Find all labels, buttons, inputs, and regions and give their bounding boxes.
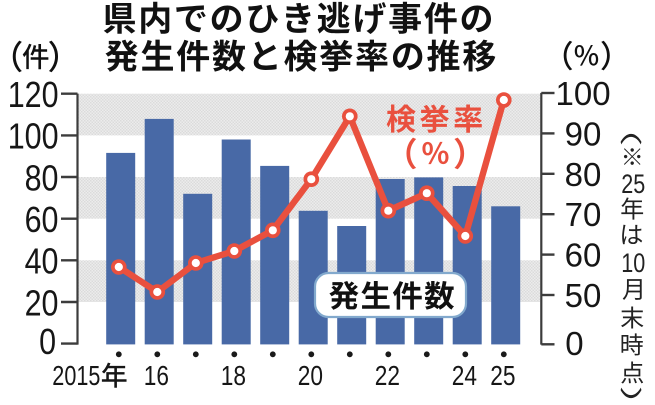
svg-text:20: 20: [298, 361, 323, 392]
svg-text:25: 25: [621, 170, 645, 200]
svg-text:100: 100: [8, 117, 59, 157]
svg-text:10: 10: [621, 249, 645, 279]
svg-text:90: 90: [565, 115, 602, 152]
svg-text:20: 20: [25, 284, 59, 324]
svg-text:50: 50: [565, 277, 602, 314]
svg-text:80: 80: [565, 156, 602, 193]
svg-text:25: 25: [490, 361, 515, 392]
svg-text:100: 100: [556, 75, 611, 112]
svg-text:40: 40: [25, 242, 59, 282]
svg-text:2015: 2015: [52, 360, 100, 391]
svg-text:18: 18: [221, 361, 246, 392]
svg-text:60: 60: [565, 237, 602, 274]
svg-text:22: 22: [375, 361, 400, 392]
svg-text:80: 80: [25, 159, 59, 199]
svg-text:70: 70: [565, 196, 602, 233]
svg-text:0: 0: [39, 323, 56, 363]
svg-text:0: 0: [565, 325, 583, 362]
svg-text:24: 24: [452, 361, 477, 392]
svg-text:120: 120: [8, 76, 59, 116]
svg-text:16: 16: [144, 361, 169, 392]
svg-text:60: 60: [25, 201, 59, 241]
